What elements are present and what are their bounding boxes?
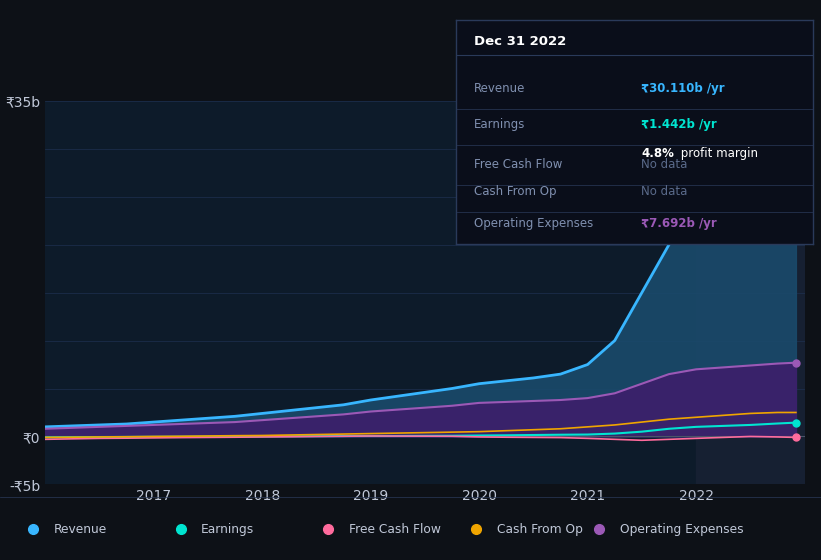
Text: Free Cash Flow: Free Cash Flow — [349, 522, 441, 535]
Text: ₹30.110b /yr: ₹30.110b /yr — [641, 82, 725, 95]
Text: Revenue: Revenue — [474, 82, 525, 95]
Text: profit margin: profit margin — [677, 147, 758, 160]
Text: 4.8%: 4.8% — [641, 147, 674, 160]
Text: Dec 31 2022: Dec 31 2022 — [474, 35, 566, 48]
Text: Earnings: Earnings — [201, 522, 255, 535]
Text: Cash From Op: Cash From Op — [497, 522, 583, 535]
Text: Operating Expenses: Operating Expenses — [474, 217, 593, 230]
Text: Revenue: Revenue — [53, 522, 107, 535]
Text: ₹1.442b /yr: ₹1.442b /yr — [641, 118, 717, 131]
Text: No data: No data — [641, 158, 688, 171]
Text: Earnings: Earnings — [474, 118, 525, 131]
Text: No data: No data — [641, 185, 688, 198]
Text: Free Cash Flow: Free Cash Flow — [474, 158, 562, 171]
Bar — [696, 101, 805, 484]
Text: Operating Expenses: Operating Expenses — [620, 522, 744, 535]
Text: Cash From Op: Cash From Op — [474, 185, 556, 198]
Text: ₹7.692b /yr: ₹7.692b /yr — [641, 217, 717, 230]
